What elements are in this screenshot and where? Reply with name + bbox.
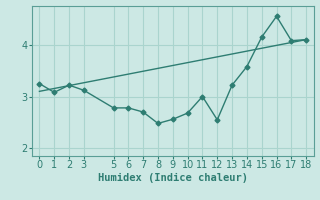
X-axis label: Humidex (Indice chaleur): Humidex (Indice chaleur): [98, 173, 248, 183]
